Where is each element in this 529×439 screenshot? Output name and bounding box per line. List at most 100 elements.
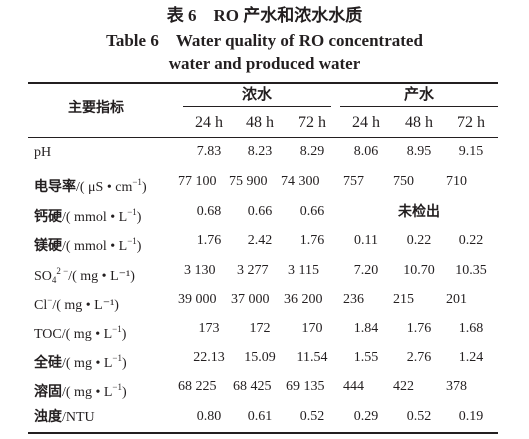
cell-concentrated-24h: 1.76 <box>196 233 222 248</box>
row-label-unit: ) <box>121 356 127 371</box>
row-label-sup: 2 − <box>56 266 69 276</box>
cell-produced-24h: 0.11 <box>354 233 378 248</box>
row-label-cn: 镁硬 <box>34 238 62 254</box>
cell-concentrated-48h: 75 900 <box>229 174 268 189</box>
cell-concentrated-24h: 7.83 <box>196 144 222 159</box>
cell-concentrated-48h: 172 <box>249 321 271 336</box>
row-label: Cl−/( mg • L⁻¹) <box>34 290 119 313</box>
row-label-sup: − <box>47 295 53 305</box>
cell-produced-24h: 236 <box>343 292 364 307</box>
row-label-unit: ) <box>136 210 142 225</box>
header-time-24h-produced: 24 h <box>352 114 380 131</box>
table-row-toc: TOC/( mg • L−1) 173 172 170 1.84 1.76 1.… <box>0 314 529 344</box>
row-label-main: /( mg • L <box>62 356 113 371</box>
table-row-calcium-hardness: 钙硬/( mmol • L−1) 0.68 0.66 0.66 未检出 <box>0 197 529 227</box>
row-label-cn: 电导率 <box>34 179 76 195</box>
table-row-sulfate: SO42 −/( mg • L⁻¹) 3 130 3 277 3 115 7.2… <box>0 256 529 286</box>
row-label-unit: /( mg • L⁻¹) <box>52 298 119 313</box>
cell-concentrated-72h: 36 200 <box>284 292 323 307</box>
header-time-24h-concentrated: 24 h <box>195 114 223 131</box>
cell-concentrated-48h: 15.09 <box>244 350 276 365</box>
header-group-produced: 产水 <box>403 85 434 103</box>
table-row-magnesium-hardness: 镁硬/( mmol • L−1) 1.76 2.42 1.76 0.11 0.2… <box>0 226 529 256</box>
cell-produced-24h: 1.55 <box>353 350 379 365</box>
row-label-sup: −1 <box>127 207 137 217</box>
cell-produced-not-detected: 未检出 <box>398 204 440 220</box>
table-caption-en-line1: Table 6 Water quality of RO concentrated <box>106 31 423 50</box>
row-label-unit: ) <box>136 239 142 254</box>
cell-concentrated-48h: 3 277 <box>237 263 269 278</box>
cell-produced-48h: 750 <box>393 174 414 189</box>
row-label-sup: −1 <box>112 382 122 392</box>
row-label: 浊度/NTU <box>34 407 95 427</box>
cell-produced-48h: 8.95 <box>406 144 432 159</box>
cell-concentrated-72h: 1.76 <box>299 233 325 248</box>
row-label-sup: −1 <box>132 177 142 187</box>
table-row-total-silica: 全硅/( mg • L−1) 22.13 15.09 11.54 1.55 2.… <box>0 343 529 373</box>
cell-concentrated-72h: 170 <box>301 321 323 336</box>
row-label-cn: 钙硬 <box>34 209 62 225</box>
cell-produced-48h: 1.76 <box>406 321 432 336</box>
cell-concentrated-48h: 37 000 <box>231 292 270 307</box>
cell-produced-48h: 2.76 <box>406 350 432 365</box>
cell-concentrated-24h: 22.13 <box>193 350 225 365</box>
row-label-cn: 全硅 <box>34 355 62 371</box>
header-time-48h-concentrated: 48 h <box>246 114 274 131</box>
cell-concentrated-72h: 8.29 <box>299 144 325 159</box>
cell-produced-72h: 710 <box>446 174 467 189</box>
cell-concentrated-48h: 0.66 <box>247 204 273 219</box>
cell-concentrated-72h: 11.54 <box>296 350 328 365</box>
cell-produced-24h: 444 <box>343 379 364 394</box>
cell-produced-48h: 10.70 <box>403 263 435 278</box>
cell-produced-72h: 1.68 <box>458 321 484 336</box>
row-label-cn: 浊度 <box>34 409 62 425</box>
row-label-main: /( mmol • L <box>62 239 128 254</box>
cell-concentrated-24h: 0.80 <box>196 409 222 424</box>
cell-produced-24h: 1.84 <box>353 321 379 336</box>
table-row-ph: pH 7.83 8.23 8.29 8.06 8.95 9.15 <box>0 137 529 167</box>
table-bottom-rule <box>28 432 498 434</box>
cell-produced-48h: 215 <box>393 292 414 307</box>
row-label-sup: −1 <box>112 324 122 334</box>
header-indicator: 主要指标 <box>68 100 124 116</box>
row-label-main: /( mg • L <box>62 385 113 400</box>
row-label-sub: 4 <box>51 275 57 285</box>
cell-concentrated-24h: 68 225 <box>178 379 217 394</box>
cell-produced-48h: 0.22 <box>406 233 432 248</box>
cell-produced-72h: 10.35 <box>455 263 487 278</box>
row-label-main: /NTU <box>62 410 95 425</box>
group-rule-produced <box>340 106 498 107</box>
row-label-main: TOC/( mg • L <box>34 327 113 342</box>
cell-produced-48h: 0.52 <box>406 409 432 424</box>
table-row-chloride: Cl−/( mg • L⁻¹) 39 000 37 000 36 200 236… <box>0 285 529 315</box>
cell-concentrated-72h: 69 135 <box>286 379 325 394</box>
cell-concentrated-72h: 3 115 <box>288 263 319 278</box>
cell-produced-72h: 0.19 <box>458 409 484 424</box>
row-label-main: /( mmol • L <box>62 210 128 225</box>
cell-concentrated-72h: 0.52 <box>299 409 325 424</box>
cell-concentrated-24h: 173 <box>198 321 220 336</box>
cell-concentrated-24h: 39 000 <box>178 292 217 307</box>
cell-concentrated-48h: 2.42 <box>247 233 273 248</box>
row-label: TOC/( mg • L−1) <box>34 319 126 342</box>
cell-produced-24h: 8.06 <box>353 144 379 159</box>
table-row-turbidity: 浊度/NTU 0.80 0.61 0.52 0.29 0.52 0.19 <box>0 402 529 432</box>
cell-produced-24h: 757 <box>343 174 364 189</box>
row-label: SO42 −/( mg • L⁻¹) <box>34 261 135 285</box>
table-header-rule <box>28 137 498 138</box>
cell-concentrated-48h: 0.61 <box>247 409 273 424</box>
row-label-main: SO <box>34 269 52 284</box>
cell-produced-72h: 1.24 <box>458 350 484 365</box>
table-caption-cn: 表 6 RO 产水和浓水水质 <box>166 6 363 25</box>
cell-produced-72h: 9.15 <box>458 144 484 159</box>
table-row-dissolved-solids: 溶固/( mg • L−1) 68 225 68 425 69 135 444 … <box>0 372 529 402</box>
row-label-main: pH <box>34 145 52 160</box>
cell-concentrated-24h: 0.68 <box>196 204 222 219</box>
header-time-48h-produced: 48 h <box>405 114 433 131</box>
row-label-main: Cl <box>34 298 48 313</box>
row-label: 全硅/( mg • L−1) <box>34 348 127 371</box>
cell-concentrated-48h: 8.23 <box>247 144 273 159</box>
row-label-sup: −1 <box>112 353 122 363</box>
table-top-rule <box>28 82 498 84</box>
